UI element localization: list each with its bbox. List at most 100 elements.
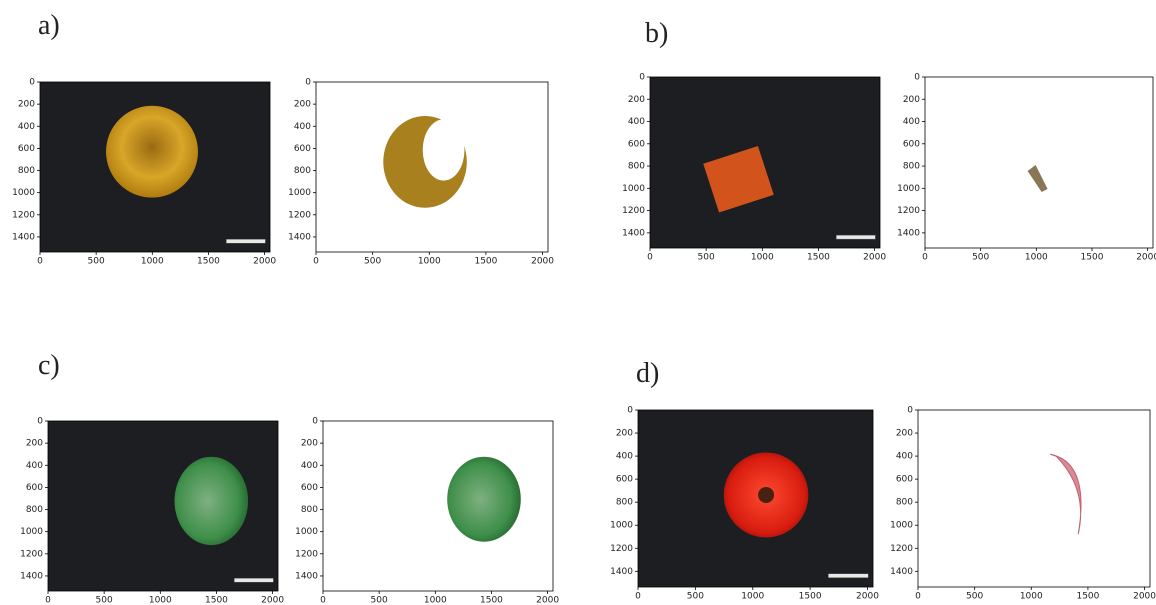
y-tick-label: 1200 [897, 206, 920, 216]
y-tick-label: 600 [18, 144, 35, 154]
object-cutout [423, 119, 465, 180]
scale-bar [234, 578, 273, 582]
y-tick-label: 600 [896, 475, 913, 485]
x-tick-label: 1000 [741, 592, 764, 602]
x-tick-label: 0 [320, 596, 326, 605]
object [447, 457, 521, 542]
y-tick-label: 1200 [295, 549, 318, 559]
x-tick-label: 1500 [1081, 253, 1104, 263]
y-tick-label: 1400 [890, 567, 913, 577]
panel-label: b) [645, 18, 668, 49]
figure: a)05001000150020000200400600800100012001… [0, 0, 1156, 605]
x-tick-label: 1000 [149, 596, 172, 605]
x-tick-label: 1000 [751, 253, 774, 263]
x-tick-label: 2000 [531, 257, 554, 267]
y-tick-label: 200 [301, 439, 318, 449]
x-tick-label: 2000 [536, 596, 559, 605]
y-tick-label: 400 [616, 452, 633, 462]
x-tick-label: 1500 [1076, 592, 1099, 602]
y-tick-label: 400 [896, 452, 913, 462]
y-tick-label: 600 [628, 139, 645, 149]
x-tick-label: 1000 [418, 257, 441, 267]
y-tick-label: 800 [896, 498, 913, 508]
y-tick-label: 200 [294, 100, 311, 110]
y-tick-label: 1000 [622, 184, 645, 194]
x-tick-label: 0 [45, 596, 51, 605]
scale-bar [226, 239, 265, 243]
image-plot: 0500100015002000020040060080010001200140… [897, 73, 1156, 263]
y-tick-label: 1000 [288, 188, 311, 198]
y-tick-label: 400 [301, 461, 318, 471]
y-tick-label: 800 [301, 505, 318, 515]
y-tick-label: 200 [896, 429, 913, 439]
object [175, 457, 249, 545]
y-tick-label: 400 [903, 117, 920, 127]
y-tick-label: 1000 [610, 521, 633, 531]
y-tick-label: 600 [903, 139, 920, 149]
y-tick-label: 200 [903, 95, 920, 105]
y-tick-label: 1200 [20, 549, 43, 559]
y-tick-label: 400 [18, 122, 35, 132]
x-tick-label: 1500 [474, 257, 497, 267]
y-tick-label: 200 [616, 429, 633, 439]
x-tick-label: 0 [922, 253, 928, 263]
x-tick-label: 1500 [480, 596, 503, 605]
y-tick-label: 800 [628, 162, 645, 172]
x-tick-label: 500 [96, 596, 113, 605]
panel-label: a) [38, 10, 60, 41]
x-tick-label: 500 [687, 592, 704, 602]
panel-label: d) [636, 358, 659, 389]
y-tick-label: 200 [628, 95, 645, 105]
y-tick-label: 800 [616, 498, 633, 508]
object-hole [758, 487, 774, 503]
x-tick-label: 2000 [253, 257, 276, 267]
y-tick-label: 1400 [12, 232, 35, 242]
photo-background [650, 77, 880, 248]
image-plot: 0500100015002000020040060080010001200140… [288, 78, 554, 267]
x-tick-label: 0 [37, 257, 43, 267]
x-tick-label: 2000 [1136, 253, 1156, 263]
y-tick-label: 1400 [295, 571, 318, 581]
x-tick-label: 0 [915, 592, 921, 602]
y-tick-label: 0 [907, 406, 913, 416]
x-tick-label: 1500 [205, 596, 228, 605]
y-tick-label: 1200 [12, 210, 35, 220]
x-tick-label: 1500 [197, 257, 220, 267]
y-tick-label: 1200 [890, 544, 913, 554]
x-tick-label: 2000 [1133, 592, 1156, 602]
x-tick-label: 1000 [1025, 253, 1048, 263]
x-tick-label: 500 [972, 253, 989, 263]
y-tick-label: 600 [616, 475, 633, 485]
y-tick-label: 200 [26, 439, 43, 449]
image-background [918, 410, 1150, 587]
y-tick-label: 1400 [897, 228, 920, 238]
y-tick-label: 0 [29, 78, 35, 88]
y-tick-label: 1200 [610, 544, 633, 554]
y-tick-label: 800 [18, 166, 35, 176]
y-tick-label: 600 [26, 483, 43, 493]
y-tick-label: 1200 [288, 210, 311, 220]
y-tick-label: 800 [903, 162, 920, 172]
y-tick-label: 600 [294, 144, 311, 154]
y-tick-label: 0 [312, 417, 318, 427]
y-tick-label: 1000 [20, 527, 43, 537]
x-tick-label: 2000 [856, 592, 879, 602]
y-tick-label: 600 [301, 483, 318, 493]
y-tick-label: 1000 [897, 184, 920, 194]
scale-bar [836, 235, 875, 239]
x-tick-label: 500 [364, 257, 381, 267]
y-tick-label: 1400 [610, 567, 633, 577]
x-tick-label: 0 [647, 253, 653, 263]
x-tick-label: 1000 [424, 596, 447, 605]
y-tick-label: 1400 [288, 232, 311, 242]
y-tick-label: 1000 [890, 521, 913, 531]
x-tick-label: 0 [313, 257, 319, 267]
y-tick-label: 1400 [622, 228, 645, 238]
y-tick-label: 1000 [295, 527, 318, 537]
x-tick-label: 500 [88, 257, 105, 267]
x-tick-label: 500 [698, 253, 715, 263]
